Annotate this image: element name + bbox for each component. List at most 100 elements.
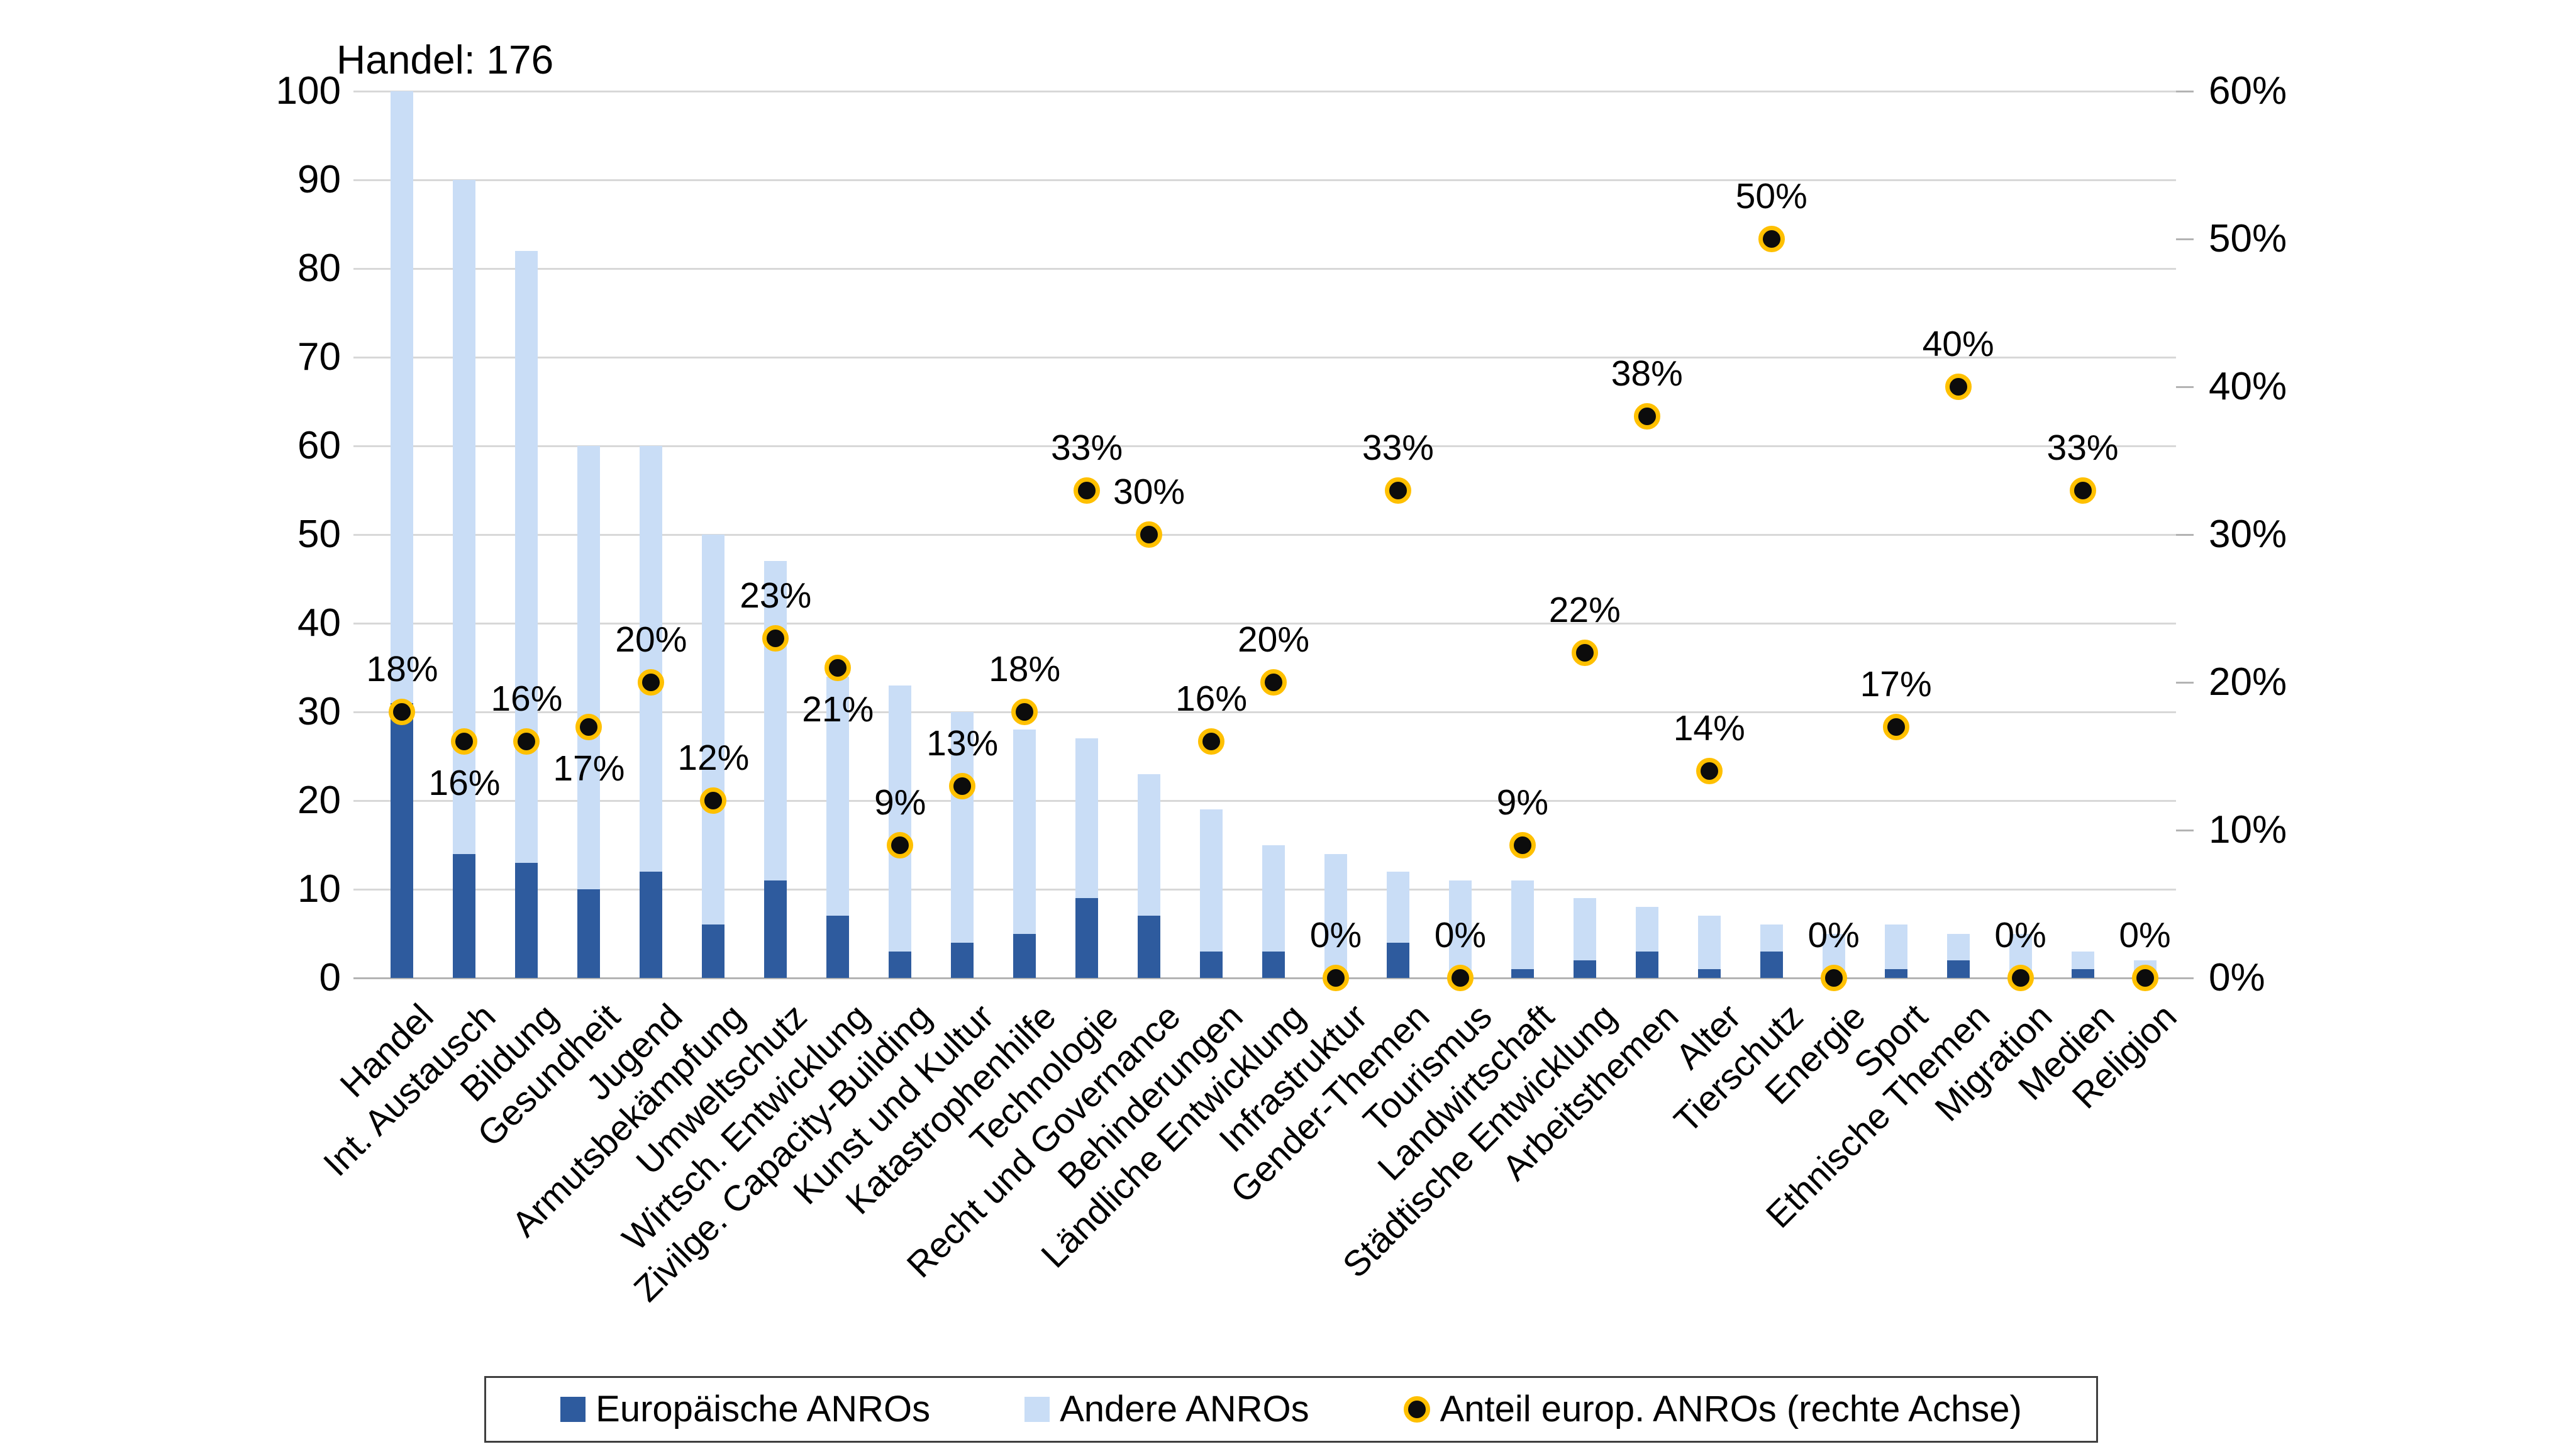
annotation-handel-total: Handel: 176 (336, 37, 554, 82)
bar-europaeische-Ländliche Entwicklung (1262, 951, 1285, 978)
right-axis-tickmark-40% (2176, 386, 2194, 388)
bar-europaeische-Gender-Themen (1386, 942, 1409, 978)
dot-anteil-Jugend (638, 669, 665, 696)
dot-anteil-Städtische Entwicklung (1571, 640, 1598, 666)
left-axis-tick-40: 40 (297, 601, 341, 645)
gridline-y60 (353, 445, 2176, 447)
dot-anteil-Landwirtschaft (1509, 831, 1536, 858)
right-axis-tick-30%: 30% (2209, 513, 2287, 556)
bar-europaeische-Jugend (640, 871, 663, 978)
left-axis-tick-70: 70 (297, 335, 341, 379)
legend: Europäische ANROs Andere ANROs Anteil eu… (484, 1376, 2098, 1443)
dot-anteil-Bildung (513, 728, 540, 755)
dot-anteil-Religion (2131, 965, 2158, 991)
bar-europaeische-Alter (1697, 969, 1721, 978)
right-axis-tick-60%: 60% (2209, 69, 2287, 113)
bar-europaeische-Kunst und Kultur (951, 942, 974, 978)
pct-label-Jugend: 20% (615, 619, 687, 660)
bar-andere-Tourismus (1448, 880, 1472, 978)
pct-label-Handel: 18% (366, 649, 438, 689)
bar-europaeische-Gesundheit (577, 889, 601, 978)
pct-label-Arbeitsthemen: 38% (1611, 353, 1683, 394)
left-axis-tick-90: 90 (297, 158, 341, 201)
bar-andere-Sport (1884, 924, 1907, 978)
dot-anteil-Arbeitsthemen (1633, 403, 1660, 430)
bar-andere-Bildung (515, 250, 538, 978)
pct-label-Städtische Entwicklung: 22% (1548, 590, 1621, 630)
bar-europaeische-Landwirtschaft (1511, 969, 1534, 978)
pct-label-Infrastruktur: 0% (1309, 915, 1362, 955)
right-axis-tickmark-60% (2176, 90, 2194, 92)
bar-europaeische-Handel (391, 702, 414, 978)
dot-anteil-Wirtsch. Entwicklung (824, 654, 852, 681)
dot-anteil-Energie (1820, 965, 1847, 991)
pct-label-Recht und Governance: 30% (1113, 472, 1185, 512)
left-axis-tick-100: 100 (275, 69, 341, 113)
dot-anteil-Gesundheit (575, 713, 602, 740)
gridline-y70 (353, 356, 2176, 358)
dot-anteil-Technologie (1074, 477, 1101, 504)
pct-label-Armutsbekämpfung: 12% (677, 738, 750, 778)
pct-label-Umweltschutz: 23% (740, 575, 812, 616)
pct-label-Technologie: 33% (1051, 427, 1123, 468)
bar-europaeische-Tierschutz (1760, 951, 1783, 978)
pct-label-Katastrophenhilfe: 18% (989, 649, 1061, 689)
bar-andere-Kunst und Kultur (951, 712, 974, 978)
dot-anteil-Tourismus (1446, 965, 1474, 991)
dot-anteil-Infrastruktur (1322, 965, 1349, 991)
bar-andere-Infrastruktur (1324, 853, 1347, 978)
pct-label-Ländliche Entwicklung: 20% (1237, 619, 1310, 660)
bar-andere-Landwirtschaft (1511, 880, 1534, 978)
right-axis-tickmark-20% (2176, 681, 2194, 684)
dot-anteil-Katastrophenhilfe (1011, 699, 1038, 725)
pct-label-Tourismus: 0% (1434, 915, 1487, 955)
dot-anteil-Ethnische Themen (1945, 374, 1972, 400)
gridline-y40 (353, 622, 2176, 625)
legend-item-europaeische-anros: Europäische ANROs (560, 1389, 930, 1430)
pct-label-Religion: 0% (2119, 915, 2171, 955)
bar-andere-Zivilge. Capacity-Building (889, 685, 912, 978)
bar-andere-Armutsbekämpfung (702, 535, 725, 978)
pct-label-Kunst und Kultur: 13% (926, 723, 999, 763)
legend-swatch-andere (1024, 1397, 1050, 1422)
pct-label-Gender-Themen: 33% (1362, 427, 1434, 468)
gridline-y20 (353, 799, 2176, 802)
right-axis-tick-0%: 0% (2209, 956, 2265, 999)
legend-label-andere: Andere ANROs (1060, 1389, 1309, 1430)
bar-europaeische-Wirtsch. Entwicklung (826, 916, 850, 978)
left-axis-tick-60: 60 (297, 424, 341, 467)
dot-anteil-Medien (2069, 477, 2096, 504)
legend-swatch-europaeische (560, 1397, 586, 1422)
right-axis-tickmark-30% (2176, 533, 2194, 536)
right-axis-tick-50%: 50% (2209, 217, 2287, 260)
pct-label-Wirtsch. Entwicklung: 21% (802, 689, 874, 730)
dot-anteil-Tierschutz (1758, 226, 1785, 252)
pct-label-Medien: 33% (2046, 427, 2119, 468)
legend-label-europaeische: Europäische ANROs (596, 1389, 931, 1430)
right-axis-tick-10%: 10% (2209, 808, 2287, 852)
dot-anteil-Handel (389, 699, 416, 725)
legend-dot-marker-icon (1403, 1396, 1430, 1423)
pct-label-Energie: 0% (1807, 915, 1860, 955)
bar-europaeische-Behinderungen (1200, 951, 1223, 978)
bar-europaeische-Bildung (515, 862, 538, 978)
left-axis-tick-50: 50 (297, 513, 341, 556)
pct-label-Tierschutz: 50% (1735, 176, 1807, 216)
bar-andere-Behinderungen (1200, 809, 1223, 978)
dot-anteil-Ländliche Entwicklung (1260, 669, 1287, 696)
right-axis-tick-40%: 40% (2209, 365, 2287, 408)
right-axis-tickmark-0% (2176, 977, 2194, 979)
dot-anteil-Zivilge. Capacity-Building (887, 831, 914, 858)
dot-anteil-Kunst und Kultur (949, 772, 976, 799)
right-axis-tick-20%: 20% (2209, 660, 2287, 704)
bar-europaeische-Recht und Governance (1138, 916, 1161, 978)
bar-europaeische-Ethnische Themen (1946, 960, 1970, 978)
right-axis-tickmark-10% (2176, 829, 2194, 831)
left-axis-tick-0: 0 (319, 956, 341, 999)
bar-europaeische-Technologie (1075, 898, 1099, 978)
dot-anteil-Migration (2007, 965, 2034, 991)
legend-label-anteil: Anteil europ. ANROs (rechte Achse) (1440, 1389, 2022, 1430)
dot-anteil-Sport (1882, 713, 1909, 740)
dot-anteil-Armutsbekämpfung (700, 787, 727, 814)
